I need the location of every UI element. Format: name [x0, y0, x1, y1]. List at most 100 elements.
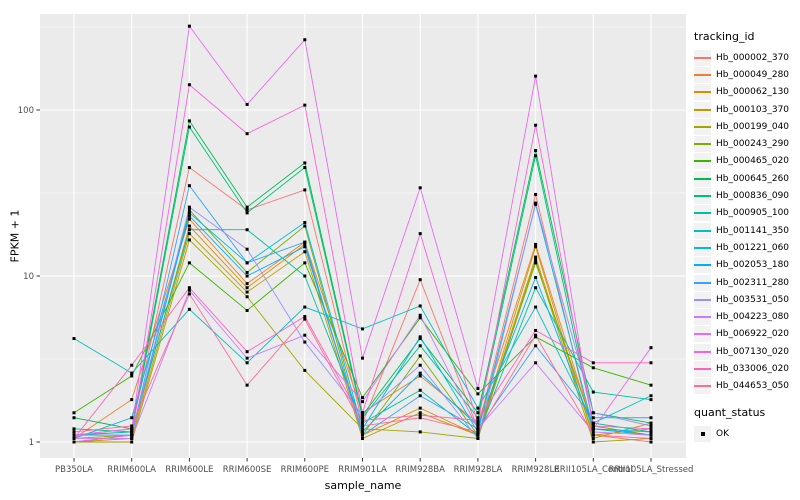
data-point	[418, 232, 422, 236]
data-point	[130, 427, 134, 431]
legend-item-label: Hb_001221_060	[716, 242, 790, 253]
data-point	[649, 398, 653, 402]
data-point	[534, 154, 538, 158]
data-point	[187, 205, 191, 209]
data-point	[476, 418, 480, 422]
data-point	[303, 261, 307, 265]
data-point	[303, 245, 307, 249]
data-point	[534, 275, 538, 279]
legend-line-swatch-icon	[694, 343, 711, 360]
legend-item-Hb_033006_020: Hb_033006_020	[694, 360, 789, 377]
data-point	[418, 413, 422, 417]
data-point	[534, 344, 538, 348]
data-point	[187, 307, 191, 311]
y-axis-title: FPKM + 1	[8, 209, 22, 263]
data-point	[245, 132, 249, 136]
x-tick-label: RRIM600PE	[281, 465, 329, 475]
x-tick-label: RRIM928BA	[395, 465, 445, 475]
data-point	[303, 240, 307, 244]
data-point	[130, 436, 134, 440]
data-point	[303, 221, 307, 225]
legend-item-label: Hb_000002_370	[716, 52, 790, 63]
data-point	[649, 346, 653, 350]
legend-item-Hb_001141_350: Hb_001141_350	[694, 222, 789, 239]
legend-line-swatch-icon	[694, 153, 711, 170]
data-point	[245, 356, 249, 360]
data-point	[130, 440, 134, 444]
legend-item-label: OK	[716, 428, 729, 439]
data-point	[476, 406, 480, 410]
data-point	[187, 217, 191, 221]
legend-item-label: Hb_000836_090	[716, 191, 790, 202]
data-point	[245, 274, 249, 278]
data-point	[245, 290, 249, 294]
data-point	[361, 421, 364, 425]
legend-line-swatch-icon	[694, 309, 711, 326]
data-point	[534, 361, 538, 365]
legend-line-swatch-icon	[694, 170, 711, 187]
data-point	[245, 208, 249, 212]
data-point	[303, 250, 307, 254]
data-point	[130, 433, 134, 437]
data-point	[418, 304, 422, 308]
legend-line-swatch-icon	[694, 291, 711, 308]
data-point	[534, 123, 538, 127]
legend-line-swatch-icon	[694, 188, 711, 205]
legend-line-swatch-icon	[694, 222, 711, 239]
legend-line-swatch-icon	[694, 326, 711, 343]
legend-item-Hb_001221_060: Hb_001221_060	[694, 239, 789, 256]
data-point	[245, 270, 249, 274]
data-point	[245, 282, 249, 286]
data-point	[476, 427, 480, 431]
data-point	[72, 337, 76, 341]
data-point	[649, 430, 653, 434]
legend-item-Hb_000465_020: Hb_000465_020	[694, 153, 789, 170]
legend-item-Hb_000049_280: Hb_000049_280	[694, 66, 789, 83]
legend-item-label: Hb_002053_180	[716, 260, 790, 271]
data-point	[187, 24, 191, 28]
data-point	[187, 238, 191, 242]
data-point	[72, 436, 76, 440]
data-point	[591, 366, 595, 370]
legend-item-ok: OK	[694, 425, 789, 442]
data-point	[534, 242, 538, 246]
legend-item-Hb_000243_290: Hb_000243_290	[694, 135, 789, 153]
data-point	[187, 261, 191, 265]
data-point	[591, 361, 595, 365]
legend-line-swatch-icon	[694, 101, 711, 118]
data-point	[476, 416, 480, 420]
data-point	[361, 327, 364, 331]
legend-tracking-id-items: Hb_000002_370 Hb_000049_280 Hb_000062_130 H…	[694, 49, 789, 395]
data-point	[476, 392, 480, 396]
data-point	[72, 440, 76, 444]
legend-line-swatch-icon	[694, 360, 711, 377]
legend-item-Hb_004223_080: Hb_004223_080	[694, 308, 790, 326]
legend-item-Hb_000002_370: Hb_000002_370	[694, 49, 789, 66]
legend-item-label: Hb_000199_040	[716, 121, 790, 132]
data-point	[361, 430, 364, 434]
data-point	[187, 286, 191, 290]
data-point	[476, 421, 480, 425]
legend-item-Hb_007130_020: Hb_007130_020	[694, 343, 789, 360]
data-point	[187, 288, 191, 292]
data-point	[361, 436, 364, 440]
data-point	[418, 411, 422, 415]
data-point	[245, 205, 249, 209]
x-tick-label: RRIM600LA	[107, 465, 156, 475]
data-point	[476, 430, 480, 434]
data-point	[534, 328, 538, 332]
data-point	[72, 427, 76, 431]
data-point	[303, 274, 307, 278]
x-tick-label: RRIM600LE	[165, 465, 213, 475]
data-point	[187, 224, 191, 228]
legend-line-swatch-icon	[694, 205, 711, 222]
legend-item-label: Hb_033006_020	[716, 363, 790, 374]
data-point	[72, 430, 76, 434]
data-point	[361, 356, 364, 360]
legend-item-label: Hb_004223_080	[716, 312, 790, 323]
data-point	[418, 394, 422, 398]
data-point	[130, 424, 134, 428]
legend-item-Hb_000199_040: Hb_000199_040	[694, 118, 789, 135]
